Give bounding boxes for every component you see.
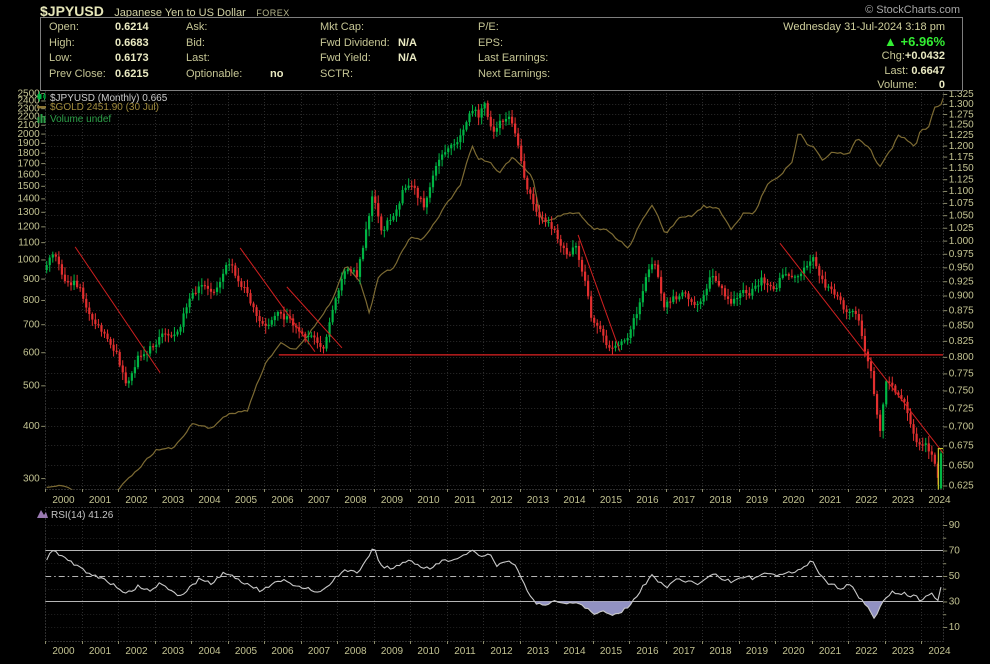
- quote-row: Bid:: [186, 36, 205, 49]
- chart-title: $JPYUSD Japanese Yen to US Dollar FOREX: [40, 3, 290, 21]
- quote-row: P/E:: [478, 21, 499, 33]
- quote-row: SCTR:: [320, 67, 353, 80]
- chart-datetime: Wednesday 31-Jul-2024 3:18 pm: [783, 21, 945, 33]
- rsi-indicator-icon: [37, 509, 48, 522]
- quote-change-block: Wednesday 31-Jul-2024 3:18 pm ▲ +6.96% C…: [783, 20, 945, 93]
- copyright-label: © StockCharts.com: [865, 4, 960, 16]
- quote-panel: Open: 0.6214 High: 0.6683 Low: 0.6173 Prev …: [40, 17, 963, 91]
- quote-row: High: 0.6683: [49, 36, 149, 49]
- legend-price: $JPYUSD (Monthly) 0.665: [37, 91, 167, 105]
- quote-row: Last:: [186, 52, 210, 64]
- quote-row: Next Earnings:: [478, 67, 551, 80]
- symbol-name: Japanese Yen to US Dollar: [114, 7, 246, 19]
- quote-column-earnings: P/E: EPS: Last Earnings: Next Earnings:: [478, 20, 550, 82]
- quote-row: Fwd Dividend: N/A: [320, 36, 417, 49]
- quote-row: Fwd Yield: N/A: [320, 52, 417, 64]
- up-arrow-icon: ▲: [884, 34, 897, 49]
- quote-row: Low: 0.6173: [49, 52, 149, 64]
- volume-bars-icon: [37, 113, 47, 126]
- quote-row: Ask:: [186, 21, 208, 33]
- quote-column-fundamentals: Mkt Cap: Fwd Dividend: N/A Fwd Yield: N/A …: [320, 20, 417, 82]
- quote-row: Open: 0.6214: [49, 21, 149, 33]
- quote-row: Optionable: no: [186, 67, 284, 80]
- candlestick-icon: [37, 91, 47, 105]
- quote-row: Mkt Cap:: [320, 21, 365, 33]
- last-row: Last: 0.6647: [884, 64, 945, 77]
- quote-row: Prev Close: 0.6215: [49, 67, 149, 80]
- exchange-label: FOREX: [256, 8, 290, 18]
- legend-volume: Volume undef: [37, 113, 111, 126]
- legend-gold: $GOLD 2451.90 (30 Jul): [37, 102, 159, 114]
- quote-column-bid-ask: Ask: Bid: Last: Optionable: no: [186, 20, 283, 82]
- change-row: Chg:+0.0432: [881, 50, 945, 62]
- volume-row: Volume: 0: [877, 79, 945, 91]
- quote-row: Last Earnings:: [478, 52, 549, 64]
- quote-row: EPS:: [478, 36, 504, 49]
- percent-change: ▲ +6.96%: [884, 34, 945, 49]
- legend-rsi: RSI(14) 41.26: [37, 509, 113, 522]
- quote-column-ohlc: Open: 0.6214 High: 0.6683 Low: 0.6173 Prev …: [49, 20, 149, 82]
- line-icon: [37, 103, 47, 114]
- symbol-label: $JPYUSD: [40, 3, 104, 19]
